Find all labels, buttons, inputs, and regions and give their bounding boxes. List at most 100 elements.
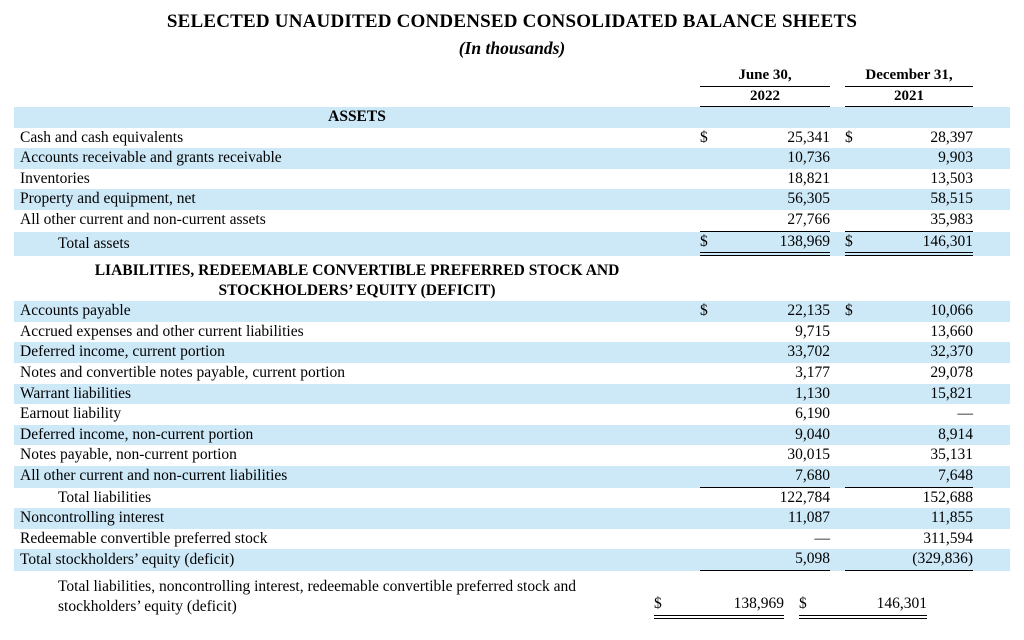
value-cell: 7,680 bbox=[700, 466, 830, 488]
cell-value: 7,680 bbox=[795, 466, 830, 484]
currency-symbol: $ bbox=[845, 232, 853, 250]
cell-value: 311,594 bbox=[923, 529, 973, 547]
row-label: Inventories bbox=[20, 169, 90, 187]
value-cell: $138,969 bbox=[654, 595, 784, 619]
column-header-december-2021: December 31, 2021 bbox=[845, 66, 973, 107]
value-cell: 11,855 bbox=[845, 508, 973, 529]
empty-cell bbox=[845, 107, 973, 128]
cell-value: 1,130 bbox=[795, 384, 830, 402]
cell-value: 152,688 bbox=[922, 488, 973, 506]
table-row-total-liabilities: Total liabilities 122,784 152,688 bbox=[14, 488, 1010, 509]
cell-value: 10,066 bbox=[930, 302, 973, 320]
value-cell: 9,903 bbox=[845, 148, 973, 169]
column-header-june-2022: June 30, 2022 bbox=[700, 66, 830, 107]
value-cell: 29,078 bbox=[845, 363, 973, 384]
value-cell: 6,190 bbox=[700, 404, 830, 425]
empty-cell bbox=[700, 107, 830, 128]
cell-value: 13,503 bbox=[930, 169, 973, 187]
cell-value: 28,397 bbox=[930, 128, 973, 146]
value-cell: $146,301 bbox=[799, 595, 927, 619]
page-subtitle: (In thousands) bbox=[458, 38, 566, 58]
table-row-total-stockholders-equity: Total stockholders’ equity (deficit) 5,0… bbox=[14, 549, 1010, 571]
table-row: Accounts receivable and grants receivabl… bbox=[14, 148, 1010, 169]
cell-value: — bbox=[814, 529, 831, 547]
cell-value: 25,341 bbox=[787, 128, 830, 146]
currency-symbol: $ bbox=[700, 128, 708, 146]
value-cell: — bbox=[700, 529, 831, 550]
table-row-total-assets: Total assets $138,969 $146,301 bbox=[14, 231, 1010, 257]
table-row: Noncontrolling interest 11,087 11,855 bbox=[14, 508, 1010, 529]
section-header-label: ASSETS bbox=[328, 108, 386, 125]
table-row: Accrued expenses and other current liabi… bbox=[14, 322, 1010, 343]
header-spacer bbox=[14, 66, 700, 107]
value-cell: 11,087 bbox=[700, 508, 830, 529]
cell-value: 11,855 bbox=[930, 509, 973, 527]
column-gap bbox=[830, 66, 845, 107]
row-label: Property and equipment, net bbox=[20, 190, 196, 208]
section-header-line1: LIABILITIES, REDEEMABLE CONVERTIBLE PREF… bbox=[94, 262, 620, 280]
column-header-year-line: 2021 bbox=[845, 87, 973, 107]
cell-value: 9,903 bbox=[938, 149, 973, 167]
currency-symbol: $ bbox=[700, 302, 708, 320]
value-cell: 10,736 bbox=[700, 148, 830, 169]
cell-value: 56,305 bbox=[787, 190, 830, 208]
currency-symbol: $ bbox=[845, 128, 853, 146]
cell-value: 138,969 bbox=[733, 595, 784, 613]
cell-value: 30,015 bbox=[787, 446, 830, 464]
value-cell: 30,015 bbox=[700, 445, 830, 466]
row-label: Notes payable, non-current portion bbox=[20, 446, 237, 464]
value-cell: 18,821 bbox=[700, 169, 830, 190]
cell-value: (329,836) bbox=[912, 550, 973, 568]
value-cell: $22,135 bbox=[700, 301, 830, 322]
cell-value: 11,087 bbox=[787, 509, 830, 527]
currency-symbol: $ bbox=[799, 595, 807, 613]
value-cell: 56,305 bbox=[700, 189, 830, 210]
table-row: Deferred income, non-current portion 9,0… bbox=[14, 424, 1010, 446]
value-cell: (329,836) bbox=[845, 549, 973, 571]
table-row: Accounts payable $22,135 $10,066 bbox=[14, 301, 1010, 322]
row-label: Total stockholders’ equity (deficit) bbox=[20, 550, 235, 568]
row-label: Accrued expenses and other current liabi… bbox=[20, 322, 304, 340]
table-row-grand-total: Total liabilities, noncontrolling intere… bbox=[14, 575, 1010, 619]
value-cell: 13,660 bbox=[845, 322, 973, 343]
cell-value: 13,660 bbox=[930, 322, 973, 340]
cell-value: 35,131 bbox=[930, 446, 973, 464]
row-label: Accounts payable bbox=[20, 302, 131, 320]
section-header-liabilities: LIABILITIES, REDEEMABLE CONVERTIBLE PREF… bbox=[14, 261, 700, 301]
value-cell: 58,515 bbox=[845, 189, 973, 210]
value-cell: $10,066 bbox=[845, 301, 973, 322]
balance-sheet-table: June 30, 2022 December 31, 2021 ASSETS C… bbox=[14, 66, 1010, 619]
row-label: Total liabilities bbox=[58, 488, 152, 506]
row-label: Deferred income, current portion bbox=[20, 343, 225, 361]
value-cell: 152,688 bbox=[845, 488, 973, 509]
cell-value: 8,914 bbox=[938, 425, 973, 443]
table-row: Earnout liability 6,190 — bbox=[14, 404, 1010, 425]
value-cell: 122,784 bbox=[700, 488, 830, 509]
cell-value: 29,078 bbox=[930, 363, 973, 381]
currency-symbol: $ bbox=[700, 232, 708, 250]
value-cell: 15,821 bbox=[845, 384, 973, 405]
cell-value: 9,040 bbox=[795, 425, 830, 443]
row-label: Noncontrolling interest bbox=[20, 509, 165, 527]
cell-value: 3,177 bbox=[795, 363, 830, 381]
cell-value: 27,766 bbox=[787, 210, 830, 228]
value-cell: 1,130 bbox=[700, 384, 830, 405]
cell-value: 32,370 bbox=[930, 343, 973, 361]
table-row: Warrant liabilities 1,130 15,821 bbox=[14, 383, 1010, 405]
right-margin bbox=[973, 66, 1010, 107]
cell-value: 146,301 bbox=[922, 232, 973, 250]
row-label: Warrant liabilities bbox=[20, 384, 132, 402]
row-label: Accounts receivable and grants receivabl… bbox=[20, 149, 282, 167]
row-label: Total assets bbox=[58, 234, 130, 252]
table-row: Redeemable convertible preferred stock —… bbox=[14, 529, 1010, 550]
row-label: Redeemable convertible preferred stock bbox=[20, 529, 268, 547]
row-label: Notes and convertible notes payable, cur… bbox=[20, 363, 345, 381]
cell-value: 33,702 bbox=[787, 343, 830, 361]
cell-value: 138,969 bbox=[779, 232, 830, 250]
cell-value: 58,515 bbox=[930, 190, 973, 208]
cell-value: 6,190 bbox=[795, 405, 830, 423]
value-cell: 9,040 bbox=[700, 425, 830, 446]
row-label: Earnout liability bbox=[20, 405, 122, 423]
cell-value: 9,715 bbox=[795, 322, 830, 340]
section-header-assets: ASSETS bbox=[14, 107, 1010, 128]
